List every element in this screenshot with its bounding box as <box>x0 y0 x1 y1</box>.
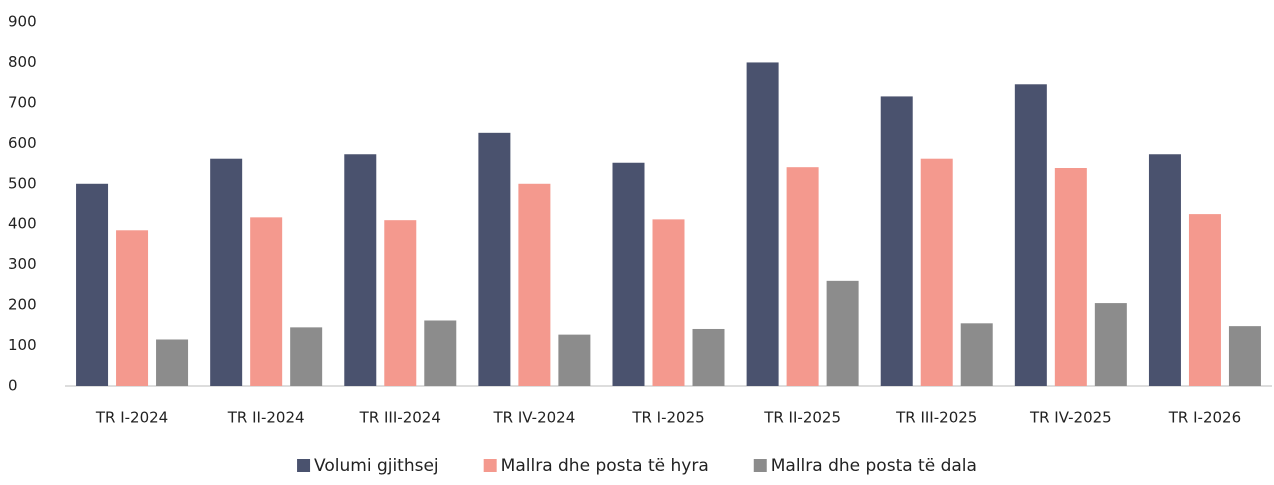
bar <box>652 219 685 386</box>
bar <box>746 62 779 386</box>
bar <box>692 328 725 386</box>
bar <box>156 339 189 386</box>
bar <box>344 154 377 386</box>
bar <box>76 183 109 386</box>
bar <box>424 320 457 386</box>
y-tick-label: 900 <box>8 13 37 31</box>
y-tick-label: 100 <box>8 336 37 354</box>
bar <box>290 327 323 386</box>
x-tick-label: TR IV-2024 <box>493 409 576 427</box>
bar <box>210 158 243 386</box>
y-tick-label: 700 <box>8 93 37 111</box>
x-tick-label: TR I-2024 <box>95 409 168 427</box>
legend-label: Volumi gjithsej <box>314 456 439 476</box>
y-tick-label: 500 <box>8 174 37 192</box>
bar <box>786 167 819 386</box>
y-tick-label: 400 <box>8 215 37 233</box>
bar <box>478 132 511 386</box>
legend-swatch <box>483 459 497 472</box>
bar <box>920 158 953 386</box>
bar <box>1014 84 1047 386</box>
legend-swatch <box>297 459 311 472</box>
legend-label: Mallra dhe posta të hyra <box>501 456 709 476</box>
bar <box>384 220 417 386</box>
bar <box>612 162 645 386</box>
x-tick-label: TR I-2026 <box>1168 409 1241 427</box>
bar <box>880 96 913 386</box>
bar <box>1188 214 1221 386</box>
y-tick-label: 800 <box>8 53 37 71</box>
bar <box>1054 168 1087 386</box>
bar <box>518 183 551 386</box>
bar <box>116 230 149 386</box>
bar <box>558 334 591 386</box>
bar <box>960 323 993 386</box>
y-tick-label: 200 <box>8 296 37 314</box>
legend-swatch <box>753 459 767 472</box>
bar <box>250 217 283 386</box>
y-tick-label: 300 <box>8 255 37 273</box>
bar <box>1228 326 1261 386</box>
y-tick-label: 0 <box>8 377 18 395</box>
bar <box>826 280 859 386</box>
x-tick-label: TR II-2024 <box>227 409 305 427</box>
bar <box>1094 303 1127 386</box>
x-tick-label: TR III-2025 <box>895 409 977 427</box>
x-tick-label: TR III-2024 <box>359 409 441 427</box>
bar <box>1148 154 1181 386</box>
y-tick-label: 600 <box>8 134 37 152</box>
x-tick-label: TR II-2025 <box>763 409 841 427</box>
x-tick-label: TR I-2025 <box>631 409 704 427</box>
x-tick-label: TR IV-2025 <box>1029 409 1112 427</box>
legend-label: Mallra dhe posta të dala <box>771 456 977 476</box>
